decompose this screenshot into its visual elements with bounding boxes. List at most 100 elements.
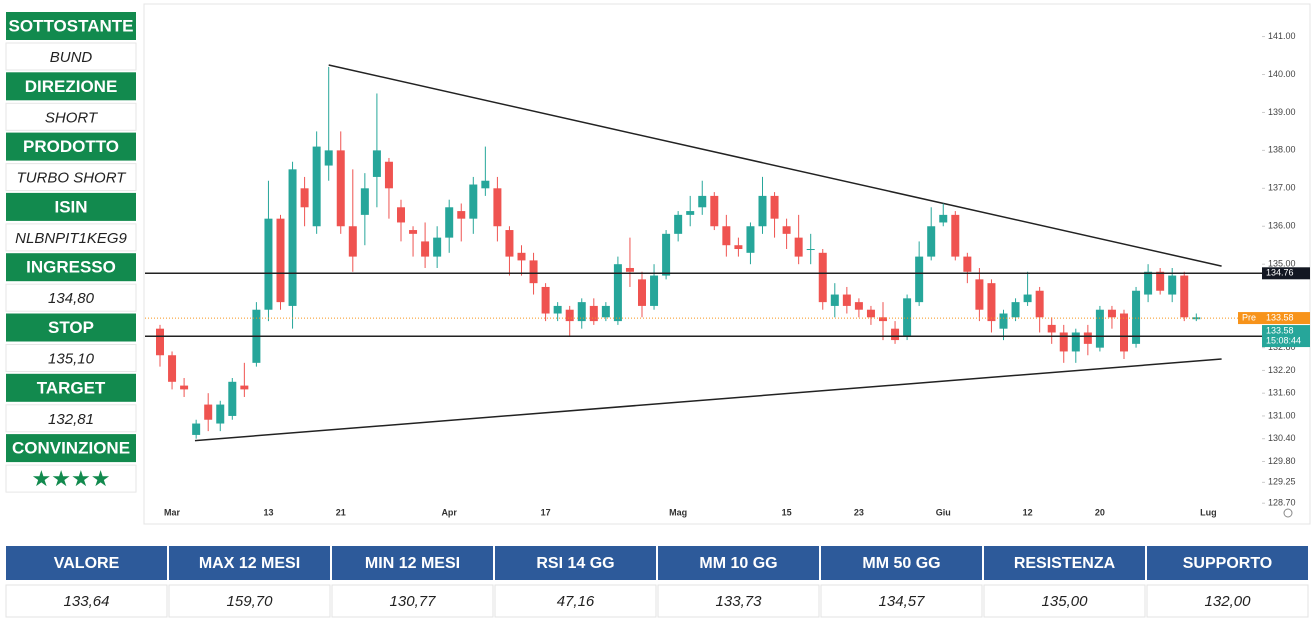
table-header-bg: [6, 546, 167, 580]
table-cell-bg: [331, 584, 494, 618]
candle-body: [517, 252, 526, 261]
candle-body: [505, 230, 514, 257]
panel-label: DIREZIONE: [25, 77, 118, 96]
level-label: 134.76: [1266, 268, 1294, 278]
candle-body: [758, 195, 767, 227]
y-tick-label: 139.00: [1268, 107, 1296, 117]
candle-body: [192, 423, 201, 435]
candle-body: [1083, 332, 1092, 344]
candle-body: [674, 214, 683, 234]
candle-body: [216, 404, 225, 424]
candle-body: [276, 218, 285, 303]
candle-body: [240, 385, 249, 390]
y-tick-label: 132.20: [1268, 365, 1296, 375]
panel-header-bg: [6, 192, 136, 221]
table-cell-bg: [1146, 584, 1309, 618]
candle-body: [903, 298, 912, 337]
x-tick-label: 13: [263, 507, 273, 517]
panel-header-bg: [6, 12, 136, 40]
candle-body: [794, 237, 803, 257]
x-tick-label: 12: [1023, 507, 1033, 517]
panel-value: 135,10: [48, 350, 95, 367]
premarket-tag-bg: [1238, 312, 1310, 325]
table-header-bg: [332, 546, 493, 580]
candle-body: [565, 309, 574, 322]
panel-value-bg: [5, 404, 137, 433]
candle-body: [180, 385, 189, 390]
candle-body: [1156, 271, 1165, 291]
candle-body: [553, 305, 562, 314]
candle-body: [300, 188, 309, 208]
last-price-tag: [1262, 325, 1310, 348]
candle-body: [1107, 309, 1116, 318]
candle-body: [1168, 275, 1177, 295]
candle-body: [457, 211, 466, 219]
candle-body: [710, 195, 719, 227]
candle-body: [951, 214, 960, 257]
table-header: MM 50 GG: [862, 555, 940, 572]
candle-body: [348, 226, 357, 257]
table-value: 47,16: [557, 593, 595, 610]
candle-body: [722, 226, 731, 246]
candle-body: [469, 184, 478, 219]
candle-body: [1047, 324, 1056, 333]
candle-body: [866, 309, 875, 318]
x-tick-label: 23: [854, 507, 864, 517]
y-tick-label: 135.00: [1268, 259, 1296, 269]
candle-body: [228, 381, 237, 416]
panel-value: TURBO SHORT: [17, 170, 128, 187]
candle-body: [818, 252, 827, 303]
table-cell-bg: [983, 584, 1146, 618]
table-header-bg: [169, 546, 330, 580]
candle-body: [782, 226, 791, 234]
candle-body: [445, 207, 454, 238]
x-tick-label: Apr: [441, 507, 457, 517]
candle-body: [1180, 275, 1189, 318]
panel-value-bg: [5, 464, 137, 493]
table-cell-bg: [657, 584, 820, 618]
table-header: MAX 12 MESI: [199, 555, 300, 572]
y-tick-label: 131.60: [1268, 388, 1296, 398]
candle-body: [204, 404, 213, 420]
candle-body: [1071, 332, 1080, 352]
candle-body: [625, 267, 634, 272]
panel-value-bg: [5, 223, 137, 252]
candle-body: [589, 305, 598, 322]
candle-body: [1059, 332, 1068, 352]
candle-body: [686, 211, 695, 215]
panel-value-bg: [5, 42, 137, 71]
candle-body: [601, 305, 610, 318]
settings-icon[interactable]: [1283, 508, 1293, 518]
table-header: RSI 14 GG: [536, 555, 614, 572]
table-cell-bg: [494, 584, 657, 618]
x-tick-label: Giu: [936, 507, 951, 517]
candle-body: [312, 146, 321, 227]
candle-body: [288, 169, 297, 306]
panel-value: SHORT: [45, 109, 99, 126]
table-header: MIN 12 MESI: [365, 555, 460, 572]
table-value: 135,00: [1042, 593, 1089, 610]
last-price-label: 133.58: [1266, 325, 1294, 335]
candle-body: [324, 150, 333, 166]
candle-body: [264, 218, 273, 310]
y-tick-label: 138.00: [1268, 145, 1296, 155]
candle-body: [939, 214, 948, 223]
candle-body: [963, 256, 972, 272]
candle-body: [1095, 309, 1104, 348]
candle-body: [915, 256, 924, 303]
panel-value-bg: [5, 344, 137, 372]
panel-header-bg: [6, 253, 136, 282]
table-header: MM 10 GG: [699, 555, 777, 572]
candle-body: [891, 328, 900, 341]
panel-label: INGRESSO: [26, 258, 116, 277]
candle-body: [156, 328, 164, 356]
candle-body: [421, 241, 430, 257]
chart-frame: [143, 3, 1311, 525]
level-tag: [1262, 267, 1310, 280]
y-tick-label: 141.00: [1268, 31, 1296, 41]
table-value: 130,77: [390, 593, 437, 610]
candle-body: [854, 302, 863, 310]
trend-line: [328, 64, 1222, 267]
candle-body: [577, 302, 586, 322]
